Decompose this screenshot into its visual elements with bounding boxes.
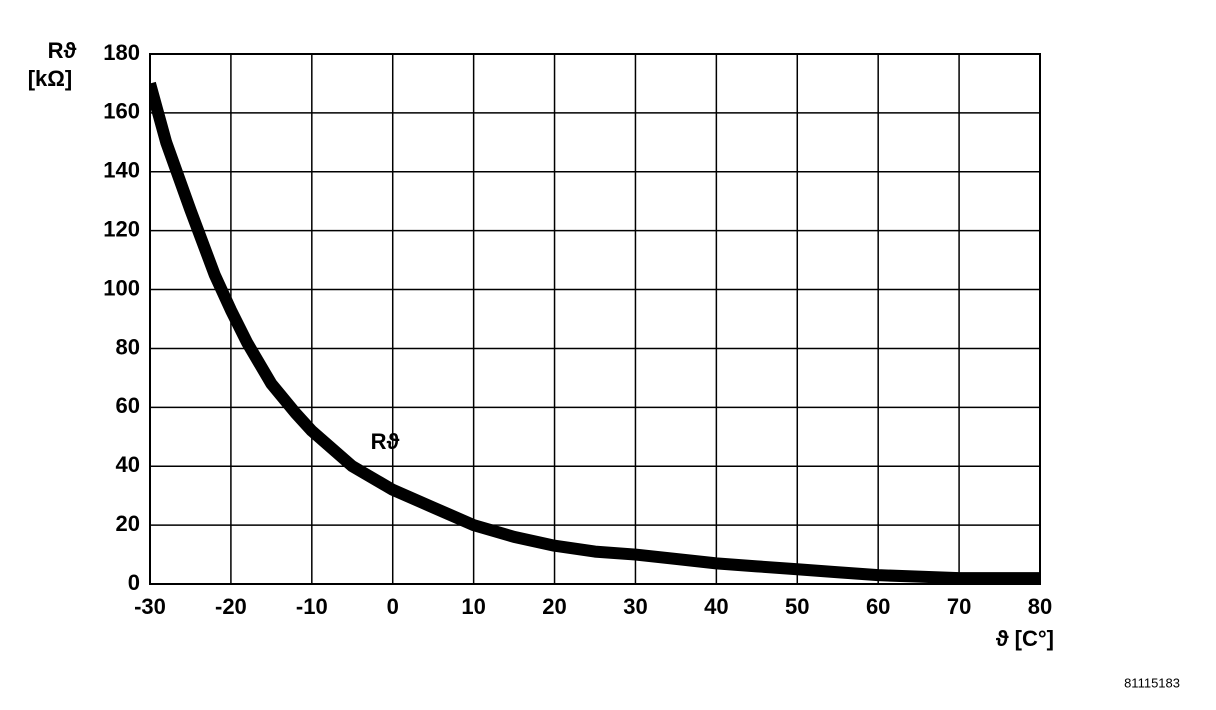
figure-id: 81115183 [1124, 675, 1180, 690]
y-tick-label: 80 [116, 334, 140, 359]
series-label: Rϑ [371, 429, 400, 454]
y-tick-label: 160 [103, 99, 140, 124]
y-tick-label: 60 [116, 393, 140, 418]
y-tick-label: 180 [103, 40, 140, 65]
x-tick-label: 80 [1028, 594, 1052, 619]
y-tick-label: 100 [103, 275, 140, 300]
x-axis-label: ϑ [C°] [996, 626, 1054, 651]
y-tick-label: 0 [128, 570, 140, 595]
x-tick-label: 40 [704, 594, 728, 619]
x-tick-label: -20 [215, 594, 247, 619]
x-tick-label: -10 [296, 594, 328, 619]
x-tick-label: 0 [387, 594, 399, 619]
x-tick-label: 70 [947, 594, 971, 619]
data-line [150, 81, 1040, 584]
y-tick-label: 120 [103, 216, 140, 241]
y-axis-label: Rϑ [48, 38, 77, 63]
y-tick-label: 20 [116, 511, 140, 536]
y-axis-label: [kΩ] [28, 66, 73, 91]
x-tick-label: 60 [866, 594, 890, 619]
y-tick-label: 40 [116, 452, 140, 477]
x-tick-label: -30 [134, 594, 166, 619]
y-tick-label: 140 [103, 158, 140, 183]
plot-frame [149, 53, 1041, 585]
x-tick-label: 30 [623, 594, 647, 619]
x-tick-label: 10 [461, 594, 485, 619]
x-tick-label: 50 [785, 594, 809, 619]
x-tick-label: 20 [542, 594, 566, 619]
